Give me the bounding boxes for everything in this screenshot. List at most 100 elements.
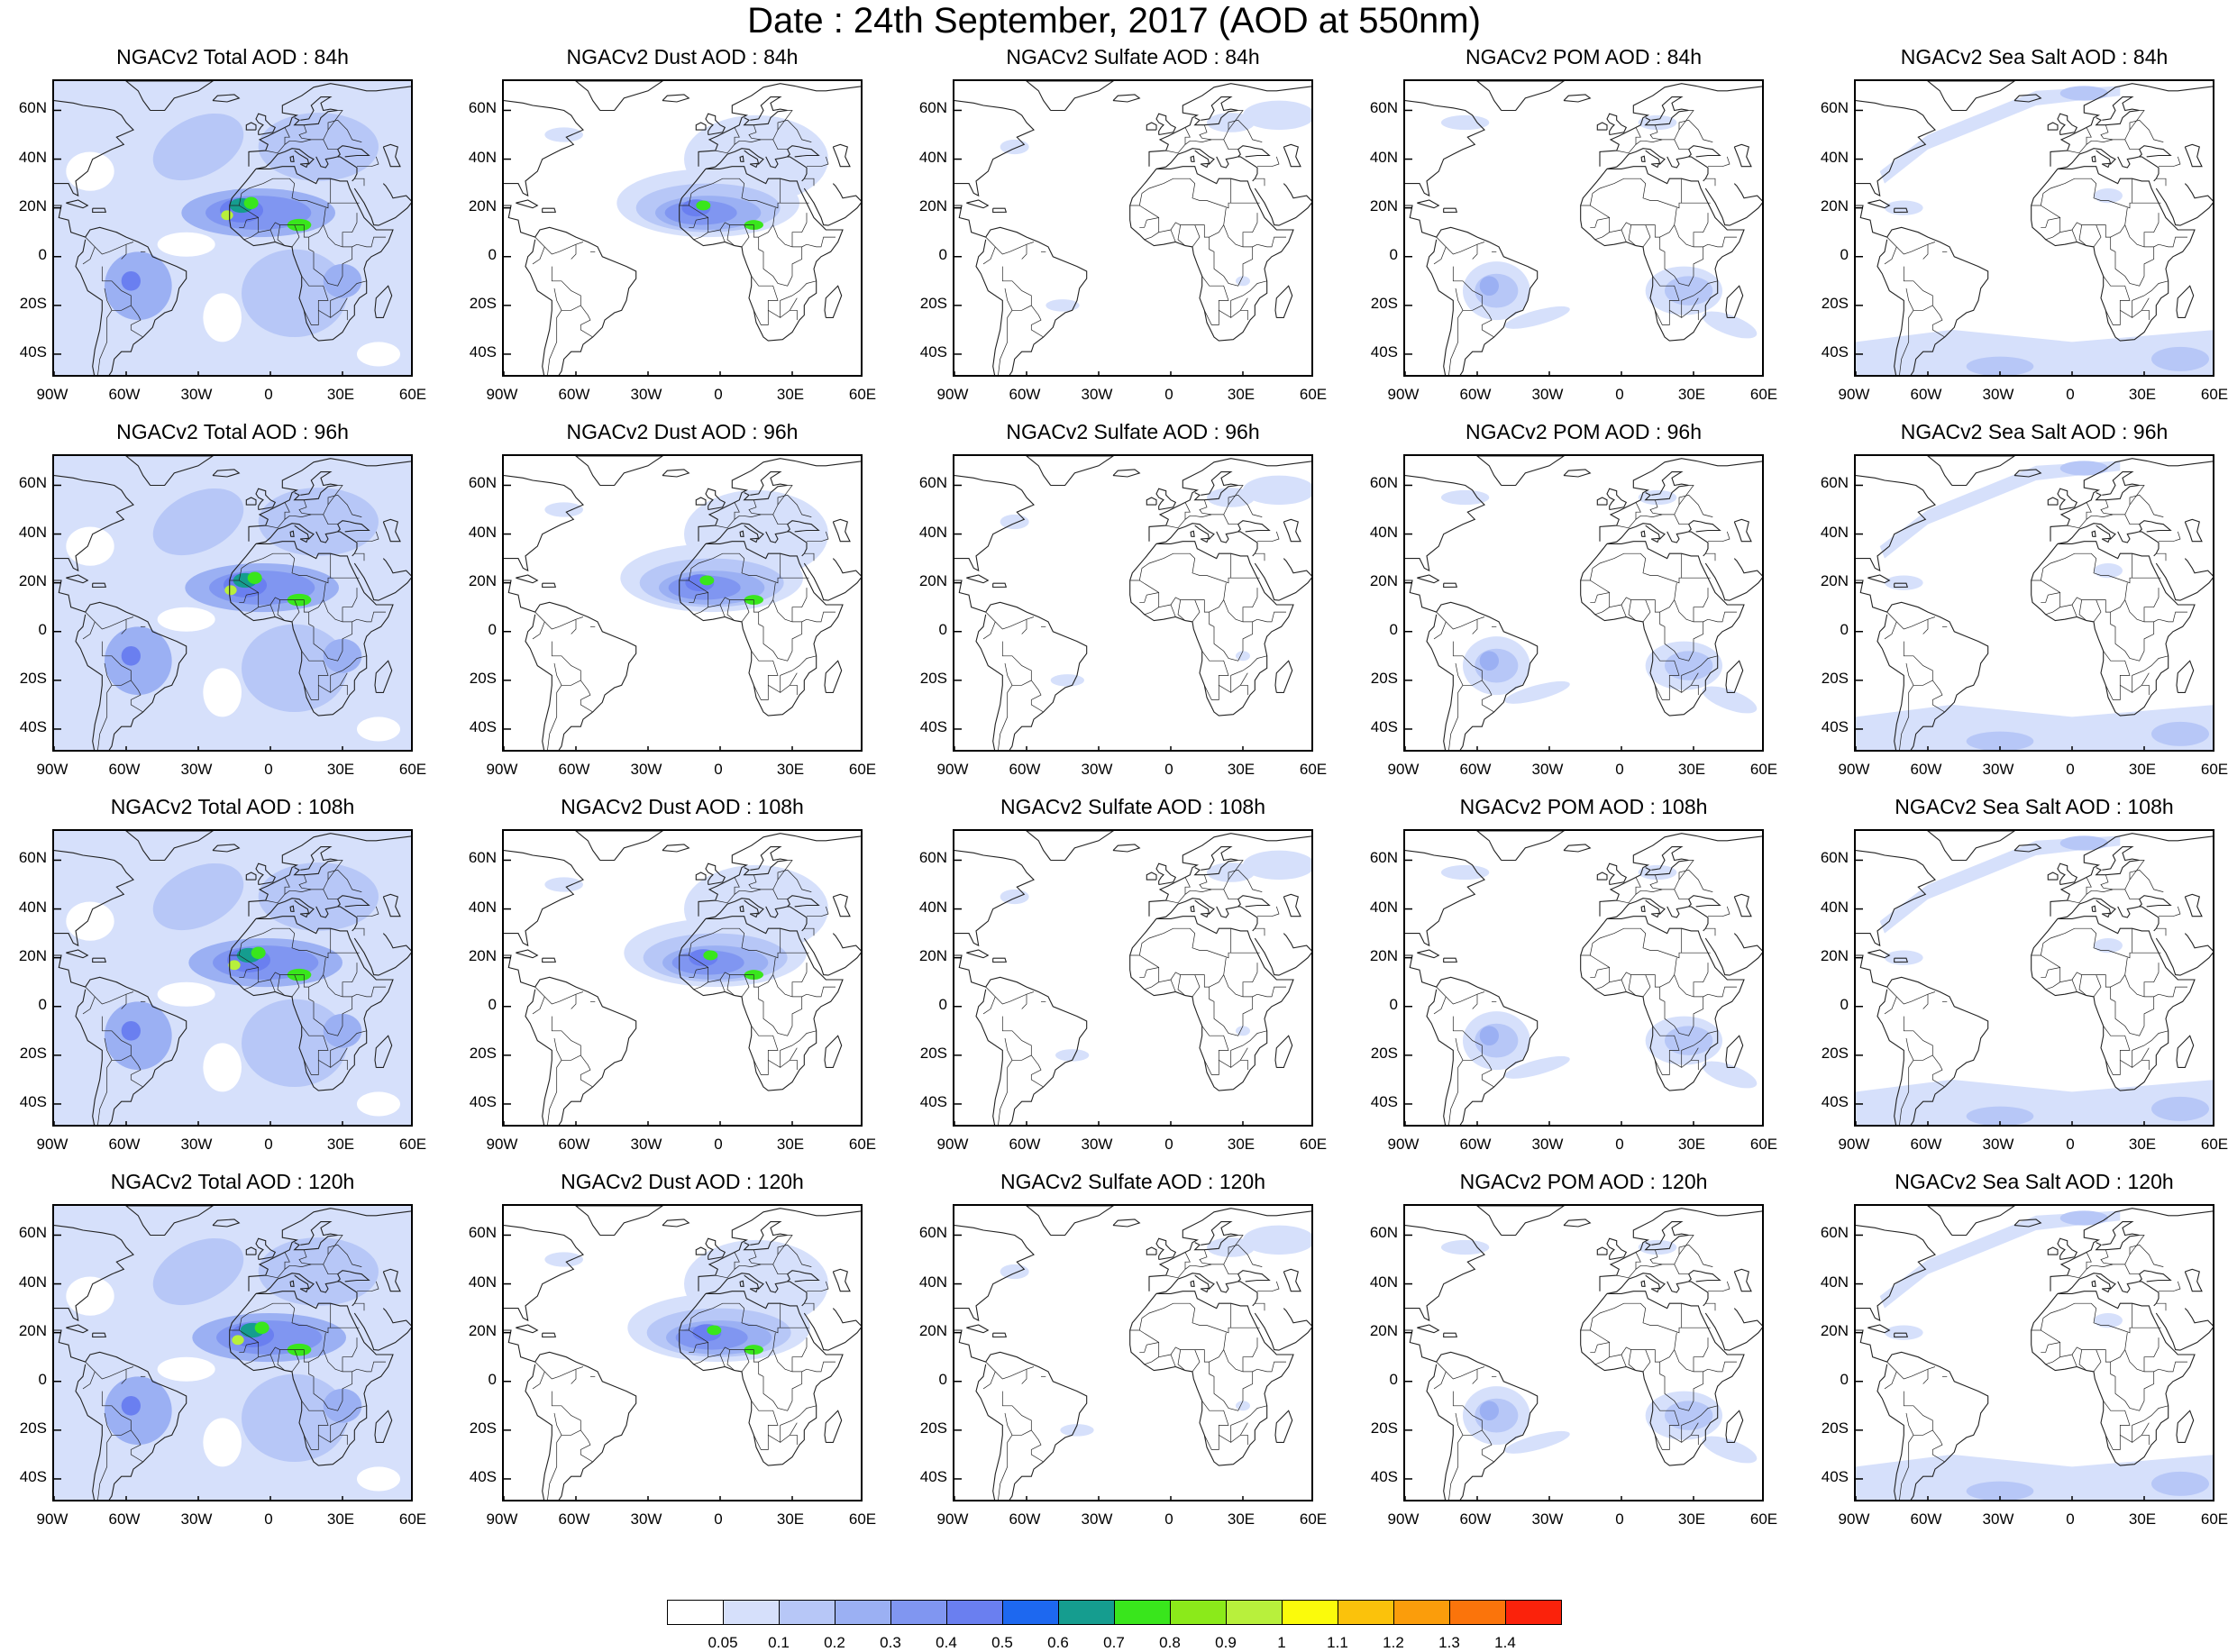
country-border — [551, 1016, 581, 1061]
country-border — [97, 685, 113, 750]
lat-label: 20N — [1369, 196, 1398, 214]
coastline — [1867, 1324, 1891, 1334]
lon-label: 0 — [264, 386, 273, 403]
aod-plume — [1665, 651, 1713, 680]
coastline — [739, 905, 744, 912]
lat-label: 40N — [1820, 148, 1849, 166]
coastline — [1894, 957, 1909, 963]
coastline — [1666, 1281, 1709, 1307]
coastline — [248, 83, 411, 167]
coastline — [966, 1324, 990, 1334]
country-border — [734, 502, 740, 520]
country-border — [1590, 592, 1610, 603]
coastline — [1606, 113, 1628, 136]
aod-plume — [1207, 488, 1256, 507]
country-border — [1674, 1349, 1703, 1373]
country-border — [2031, 552, 2133, 584]
coastline — [92, 957, 107, 963]
lat-label: 20N — [918, 571, 947, 589]
lon-label: 0 — [1615, 1136, 1624, 1153]
lat-label: 40N — [918, 148, 947, 166]
lat-label: 40N — [468, 1273, 497, 1291]
country-border — [1228, 1235, 1244, 1255]
country-border — [229, 552, 332, 584]
country-border — [1580, 1302, 1683, 1334]
aod-clear-patch — [357, 342, 400, 367]
country-border — [1165, 1264, 1238, 1279]
country-border — [1129, 927, 1232, 959]
country-border — [1177, 1349, 1186, 1371]
coastline — [2013, 94, 2042, 103]
country-border — [1255, 927, 1265, 936]
country-border — [1201, 276, 1267, 319]
map-panel-seasalt — [1854, 1204, 2214, 1501]
lat-label: 60N — [468, 474, 497, 492]
country-border — [298, 1249, 312, 1265]
country-border — [1139, 217, 1159, 228]
lat-label: 40S — [19, 1092, 47, 1110]
lon-label: 30W — [180, 386, 213, 403]
country-border — [291, 224, 300, 248]
lon-label: 30W — [1531, 386, 1564, 403]
lon-label: 0 — [2066, 1136, 2075, 1153]
coastline — [525, 1364, 552, 1500]
lat-label: 60N — [1820, 849, 1849, 867]
aod-plume — [2151, 721, 2209, 746]
country-border — [772, 1349, 802, 1373]
country-border — [130, 1429, 143, 1463]
coastline — [382, 1268, 401, 1292]
country-border — [1708, 156, 1730, 168]
coastline — [2057, 523, 2116, 544]
coastline — [1155, 863, 1177, 886]
country-border — [2103, 651, 2169, 694]
country-border — [1678, 1235, 1694, 1255]
country-border — [121, 994, 127, 1009]
lat-label: 0 — [1840, 995, 1849, 1013]
coastline — [2139, 895, 2172, 908]
country-border — [1708, 531, 1730, 543]
coastline — [1476, 456, 1565, 487]
country-border — [571, 994, 577, 1009]
coastline — [229, 916, 394, 1091]
country-border — [2041, 967, 2060, 978]
coastline — [229, 541, 394, 716]
country-border — [758, 957, 776, 988]
lat-label: 60N — [918, 474, 947, 492]
coastline — [2057, 113, 2078, 136]
colorbar-label: 1.4 — [1494, 1634, 1516, 1651]
country-border — [97, 310, 113, 375]
lat-label: 0 — [488, 245, 497, 263]
map-panel-total — [52, 1204, 413, 1501]
lat-label: 0 — [38, 995, 47, 1013]
lon-label: 60W — [1910, 386, 1942, 403]
country-border — [1903, 266, 1933, 311]
coastline — [1856, 1225, 1936, 1322]
lat-label: 60N — [1369, 849, 1398, 867]
country-border — [693, 981, 708, 990]
coastline — [705, 1273, 764, 1294]
coastline — [1283, 1268, 1301, 1292]
coastline — [1155, 488, 1177, 511]
coastline — [832, 893, 851, 917]
country-border — [1192, 599, 1201, 623]
country-border — [2041, 592, 2060, 603]
country-border — [1429, 609, 1485, 630]
coastline — [1596, 1246, 1608, 1255]
coastline — [1405, 475, 1485, 572]
country-border — [1693, 588, 1709, 622]
country-border — [2143, 1337, 2160, 1372]
country-border — [1594, 607, 1610, 616]
coastline — [705, 863, 726, 886]
lon-label: 90W — [1387, 386, 1420, 403]
coastline — [1405, 100, 1485, 197]
country-border — [1230, 309, 1248, 321]
country-border — [1879, 1359, 1936, 1380]
coastline — [1190, 1280, 1195, 1287]
coastline — [299, 537, 309, 543]
coastline — [2095, 96, 2140, 126]
country-border — [1472, 244, 1478, 260]
aod-plume — [1702, 1061, 1758, 1089]
coastline — [1563, 844, 1592, 853]
lat-label: 0 — [38, 1370, 47, 1388]
colorbar-swatch — [1282, 1600, 1338, 1625]
